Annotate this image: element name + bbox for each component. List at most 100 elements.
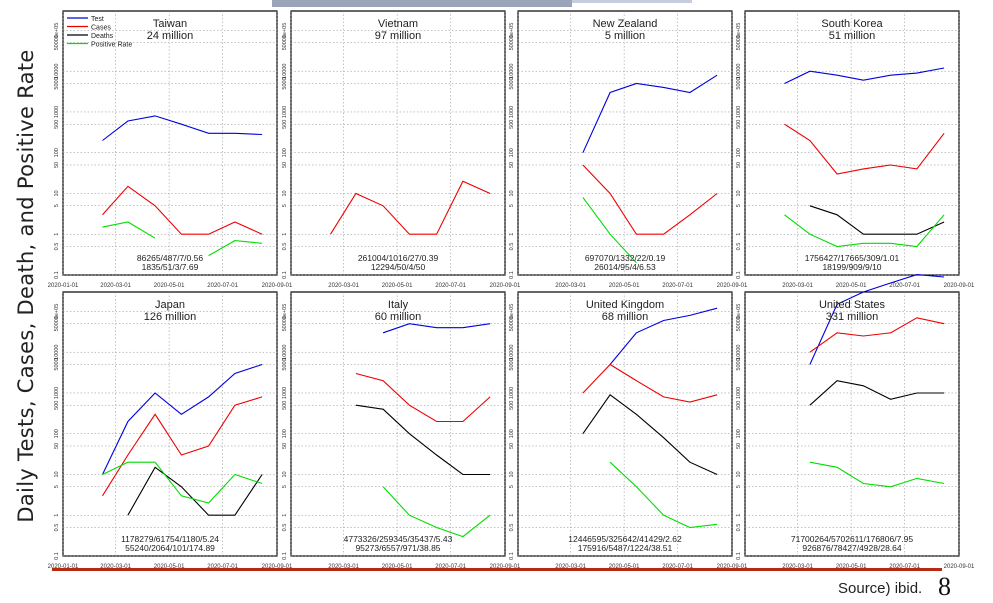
y-tick-label: 5	[509, 204, 515, 207]
series-positive-rate	[102, 461, 263, 504]
y-tick-label: 50000	[736, 316, 742, 331]
totals-label: 697070/1332/22/0.19	[585, 253, 666, 263]
x-tick-label: 2020-09-01	[944, 564, 975, 570]
y-tick-label: 0.5	[54, 243, 60, 251]
recent-label: 55240/2064/101/174.89	[125, 543, 215, 553]
y-tick-label: 0.1	[54, 552, 60, 560]
y-tick-label: 50	[736, 443, 742, 449]
x-tick-label: 2020-03-01	[100, 564, 131, 570]
series-test	[382, 323, 491, 334]
totals-label: 71700264/5702611/176806/7.95	[791, 534, 914, 544]
series-cases	[582, 164, 718, 235]
y-tick-label: 50000	[282, 35, 288, 50]
y-tick-label: 10	[736, 471, 742, 477]
x-tick-label: 2020-09-01	[262, 564, 293, 570]
y-tick-label: 5000	[509, 358, 515, 370]
series-deaths	[809, 380, 945, 406]
series-positive-rate	[609, 461, 718, 529]
y-tick-label: 0.5	[736, 524, 742, 532]
y-tick-label: 0.1	[282, 271, 288, 279]
country-label: New Zealand	[593, 18, 658, 30]
population-label: 331 million	[826, 311, 879, 323]
y-tick-label: 0.1	[509, 552, 515, 560]
series-cases	[784, 123, 945, 175]
y-tick-label: 10000	[509, 345, 515, 360]
y-tick-label: 1e+05	[282, 304, 288, 319]
plot-frame	[517, 10, 733, 276]
series-cases	[102, 185, 263, 235]
y-tick-label: 0.5	[282, 524, 288, 532]
x-tick-label: 2020-05-01	[382, 283, 413, 289]
x-tick-label: 2020-07-01	[662, 283, 693, 289]
population-label: 126 million	[144, 311, 197, 323]
y-tick-label: 50	[54, 443, 60, 449]
y-tick-label: 0.5	[736, 243, 742, 251]
x-tick-label: 2020-03-01	[328, 564, 359, 570]
y-tick-label: 1	[736, 514, 742, 517]
y-tick-label: 50	[282, 162, 288, 168]
header-bar-light	[572, 0, 692, 3]
totals-label: 1178279/61754/1180/5.24	[121, 534, 219, 544]
y-tick-label: 0.5	[54, 524, 60, 532]
y-tick-label: 50	[509, 443, 515, 449]
x-tick-label: 2020-09-01	[717, 283, 748, 289]
y-tick-label: 1	[509, 514, 515, 517]
y-tick-label: 5	[54, 204, 60, 207]
y-tick-label: 500	[54, 120, 60, 129]
y-tick-label: 10000	[282, 345, 288, 360]
country-label: South Korea	[821, 18, 883, 30]
y-tick-label: 5000	[54, 77, 60, 89]
totals-label: 12446595/325642/41429/2.62	[568, 534, 682, 544]
country-label: Vietnam	[378, 18, 418, 30]
y-tick-label: 1000	[54, 387, 60, 399]
y-tick-label: 5000	[282, 77, 288, 89]
y-tick-label: 10000	[282, 64, 288, 79]
y-tick-label: 50000	[509, 35, 515, 50]
plot-frame	[517, 291, 733, 557]
y-tick-label: 0.1	[736, 271, 742, 279]
plot-frame	[290, 291, 506, 557]
y-tick-label: 5	[509, 485, 515, 488]
x-tick-label: 2020-01-01	[48, 564, 79, 570]
y-tick-label: 1	[736, 233, 742, 236]
y-tick-label: 100	[54, 429, 60, 438]
series-deaths	[127, 466, 263, 516]
x-tick-label: 2020-05-01	[609, 283, 640, 289]
x-tick-label: 2020-07-01	[662, 564, 693, 570]
x-tick-label: 2020-05-01	[154, 283, 185, 289]
recent-label: 26014/95/4/6.53	[594, 262, 656, 272]
y-tick-label: 1e+05	[282, 23, 288, 38]
x-tick-label: 2020-07-01	[207, 564, 238, 570]
y-tick-label: 1000	[736, 387, 742, 399]
x-tick-label: 2020-09-01	[944, 283, 975, 289]
y-tick-label: 0.5	[282, 243, 288, 251]
x-tick-label: 2020-03-01	[555, 564, 586, 570]
legend-label: Cases	[91, 25, 111, 32]
x-tick-label: 2020-07-01	[435, 283, 466, 289]
y-tick-label: 10	[509, 190, 515, 196]
panel-italy: 1e+055000010000500010005001005010510.50.…	[282, 291, 521, 570]
y-tick-label: 10000	[54, 64, 60, 79]
population-label: 97 million	[375, 30, 421, 42]
y-tick-label: 5	[736, 204, 742, 207]
x-tick-label: 2020-07-01	[889, 564, 920, 570]
header-bar	[272, 0, 572, 7]
y-tick-label: 10000	[736, 345, 742, 360]
y-tick-label: 50000	[509, 316, 515, 331]
y-tick-label: 0.1	[736, 552, 742, 560]
recent-label: 12294/50/4/50	[371, 262, 426, 272]
y-tick-label: 1000	[282, 387, 288, 399]
series-cases	[355, 372, 491, 423]
y-tick-label: 1	[54, 233, 60, 236]
y-tick-label: 5000	[282, 358, 288, 370]
y-tick-label: 1	[509, 233, 515, 236]
y-tick-label: 5000	[736, 358, 742, 370]
x-tick-label: 2020-09-01	[717, 564, 748, 570]
y-tick-label: 50000	[736, 35, 742, 50]
y-tick-label: 500	[282, 401, 288, 410]
plot-frame	[62, 10, 278, 276]
y-tick-label: 100	[282, 148, 288, 157]
y-tick-label: 10000	[509, 64, 515, 79]
population-label: 51 million	[829, 30, 875, 42]
